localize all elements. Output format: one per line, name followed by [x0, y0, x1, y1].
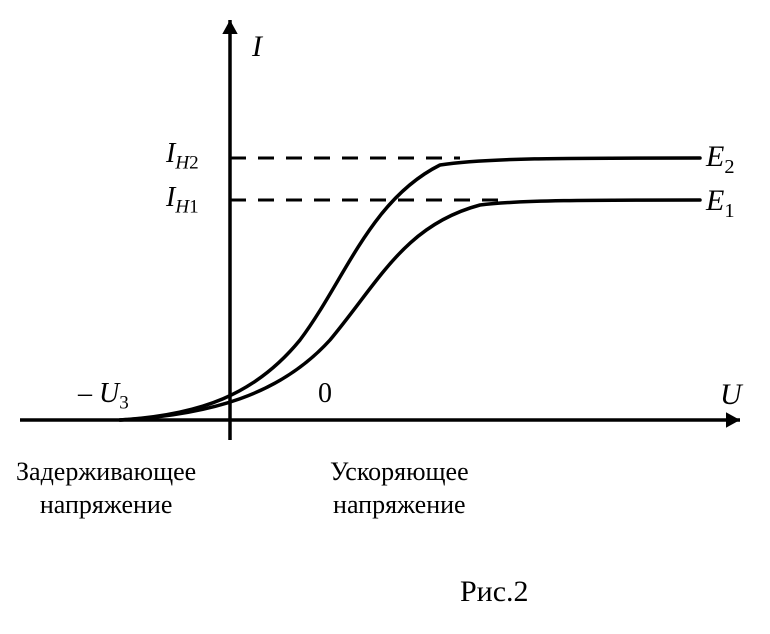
label-U: U: [720, 378, 742, 412]
label-zero: 0: [318, 378, 332, 410]
iv-chart: [0, 0, 770, 634]
label-mU3: – U3: [78, 378, 129, 415]
caption-figure: Рис.2: [460, 575, 529, 609]
caption-accelerating: Ускоряющеенапряжение: [330, 456, 469, 521]
label-I: I: [252, 30, 262, 64]
label-E2: E2: [706, 140, 735, 179]
label-IH2: IH2: [166, 138, 199, 175]
label-IH1: IH1: [166, 182, 199, 219]
label-E1: E1: [706, 184, 735, 223]
caption-retarding: Задерживающеенапряжение: [16, 456, 196, 521]
